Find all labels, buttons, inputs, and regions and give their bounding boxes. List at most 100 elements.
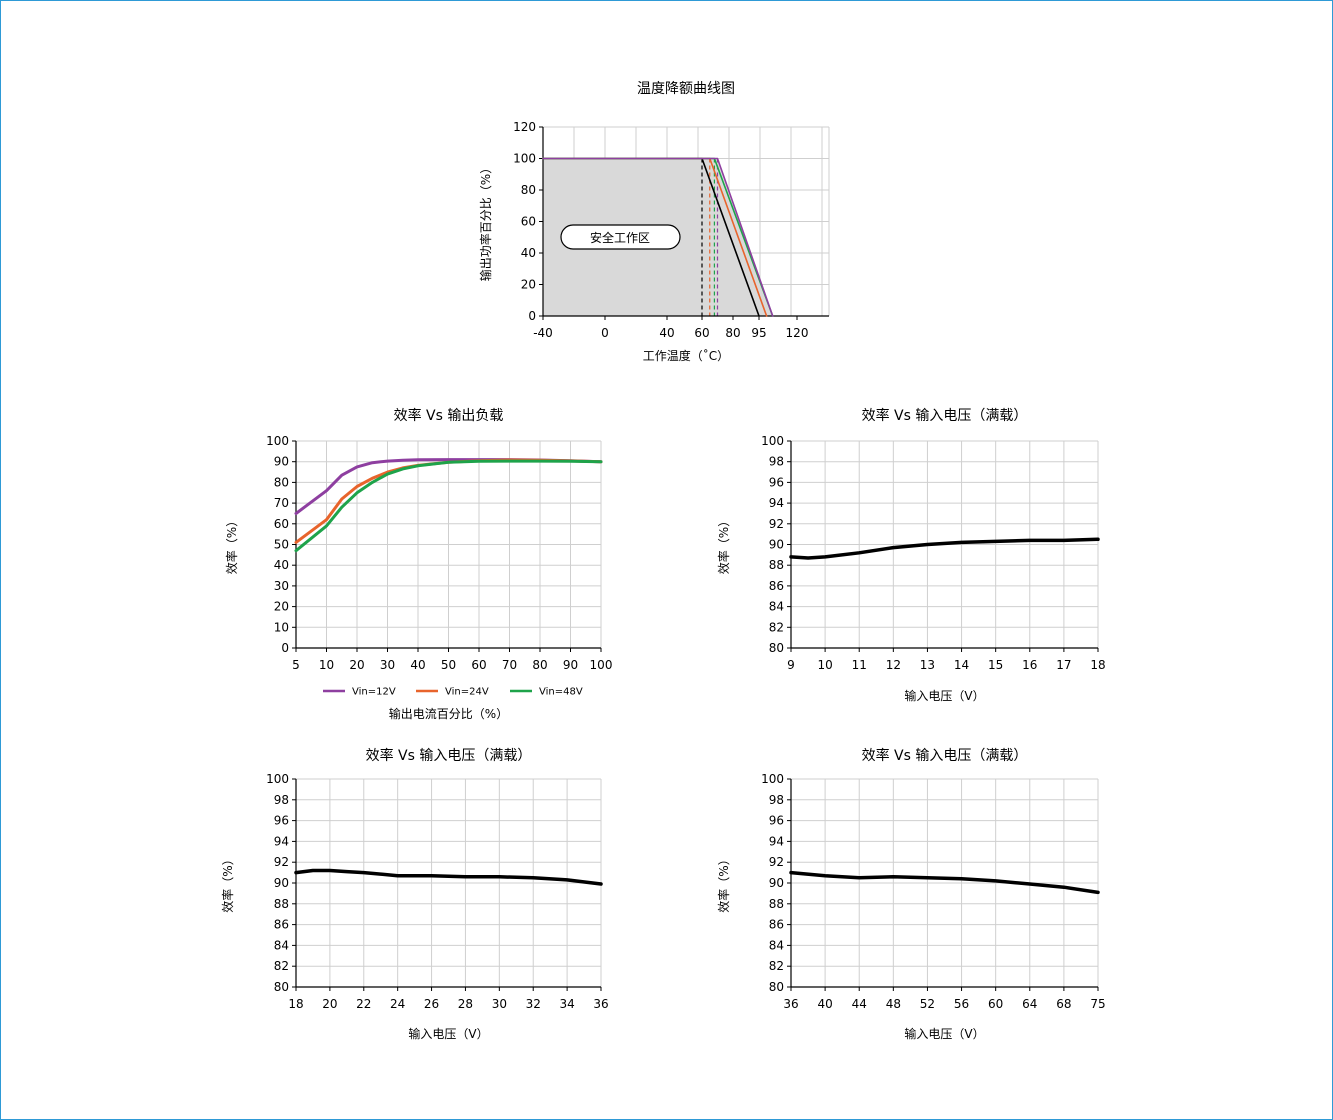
y-tick-label: 20: [521, 278, 536, 292]
chart-vin24: 80 82 84 86 88 90 92 94 96 98 100 18 20 22 24 26 28 30 32 3…: [220, 747, 609, 1041]
y-tick-label: 82: [274, 959, 289, 973]
y-axis-label: 效率（%）: [716, 515, 731, 574]
x-tick-label: 17: [1056, 658, 1071, 672]
y-tick-label: 84: [769, 938, 784, 952]
y-tick-label: 20: [274, 600, 289, 614]
y-tick-label: 60: [521, 215, 536, 229]
x-tick-label: 24: [390, 997, 405, 1011]
x-tick-label: 18: [288, 997, 303, 1011]
x-tick-label: 64: [1022, 997, 1037, 1011]
x-tick-label: 10: [319, 658, 334, 672]
y-tick-label: 92: [274, 855, 289, 869]
x-tick-label: 68: [1056, 997, 1071, 1011]
y-tick-label: 60: [274, 517, 289, 531]
series-line: [294, 868, 603, 886]
x-tick-label: 28: [458, 997, 473, 1011]
y-tick-label: 70: [274, 496, 289, 510]
y-tick-label: 10: [274, 620, 289, 634]
y-tick-label: 80: [274, 980, 289, 994]
x-tick-label: 120: [786, 326, 809, 340]
x-tick-label: 48: [886, 997, 901, 1011]
x-tick-label: 32: [526, 997, 541, 1011]
legend-label: Vin=48V: [539, 687, 583, 698]
x-tick-label: -40: [533, 326, 553, 340]
y-tick-label: 92: [769, 855, 784, 869]
y-tick-label: 100: [513, 152, 536, 166]
x-tick-label: 26: [424, 997, 439, 1011]
y-tick-label: 100: [266, 434, 289, 448]
x-tick-label: 9: [787, 658, 795, 672]
y-tick-label: 0: [281, 641, 289, 655]
x-tick-label: 90: [563, 658, 578, 672]
y-tick-label: 88: [769, 558, 784, 572]
x-tick-label: 30: [492, 997, 507, 1011]
series-line: [789, 870, 1100, 895]
y-tick-label: 80: [521, 183, 536, 197]
chart-load: 0 10 20 30 40 50 60 70 80 90 100 5 10 20 30 40 50 60 70 80 9…: [224, 407, 612, 721]
y-axis-label: 效率（%）: [716, 853, 731, 912]
chart-title: 效率 Vs 输出负载: [394, 407, 504, 424]
x-axis-label: 输出电流百分比（%）: [389, 706, 508, 721]
x-tick-label: 40: [817, 997, 832, 1011]
y-tick-label: 96: [274, 814, 289, 828]
x-tick-label: 0: [601, 326, 609, 340]
y-tick-label: 50: [274, 538, 289, 552]
x-tick-label: 13: [920, 658, 935, 672]
y-tick-label: 0: [528, 309, 536, 323]
y-tick-label: 100: [266, 772, 289, 786]
x-tick-label: 56: [954, 997, 969, 1011]
x-tick-label: 18: [1090, 658, 1105, 672]
x-tick-label: 50: [441, 658, 456, 672]
x-tick-label: 30: [380, 658, 395, 672]
x-axis-label: 输入电压（V）: [904, 688, 984, 703]
y-tick-label: 90: [274, 455, 289, 469]
x-tick-label: 70: [502, 658, 517, 672]
y-tick-label: 82: [769, 620, 784, 634]
chart-temp: 安全工作区 0 20 40 60 80 100 120 -40 0 40 60 80 95 120 温度降额曲…: [478, 81, 830, 363]
x-tick-label: 22: [356, 997, 371, 1011]
y-tick-label: 94: [769, 496, 784, 510]
x-axis-label: 输入电压（V）: [408, 1026, 488, 1041]
y-tick-label: 30: [274, 579, 289, 593]
y-tick-label: 86: [274, 918, 289, 932]
y-tick-label: 40: [521, 246, 536, 260]
legend-label: Vin=12V: [352, 687, 396, 698]
y-axis-label: 效率（%）: [220, 853, 235, 912]
y-tick-label: 86: [769, 918, 784, 932]
legend-label: Vin=24V: [445, 687, 489, 698]
x-tick-label: 100: [590, 658, 613, 672]
x-tick-label: 40: [659, 326, 674, 340]
y-tick-label: 96: [769, 475, 784, 489]
x-tick-label: 52: [920, 997, 935, 1011]
y-tick-label: 100: [761, 772, 784, 786]
y-tick-label: 98: [769, 793, 784, 807]
y-tick-label: 98: [769, 455, 784, 469]
chart-title: 效率 Vs 输入电压（满载）: [366, 747, 532, 764]
y-tick-label: 40: [274, 558, 289, 572]
safe-zone-label: 安全工作区: [590, 230, 650, 245]
y-tick-label: 94: [274, 834, 289, 848]
x-tick-label: 60: [694, 326, 709, 340]
y-tick-label: 98: [274, 793, 289, 807]
x-tick-label: 60: [988, 997, 1003, 1011]
x-axis-label: 工作温度（˚C）: [643, 348, 729, 363]
chart-title: 温度降额曲线图: [637, 81, 735, 97]
y-tick-label: 80: [769, 641, 784, 655]
y-tick-label: 90: [769, 538, 784, 552]
chart-title: 效率 Vs 输入电压（满载）: [862, 407, 1028, 424]
y-axis-label: 输出功率百分比（%）: [478, 162, 493, 281]
y-tick-label: 82: [769, 959, 784, 973]
x-tick-label: 11: [852, 658, 867, 672]
chart-vin48: 80 82 84 86 88 90 92 94 96 98 100 36 40 44 48 52 56 60 64 6…: [716, 747, 1106, 1041]
x-tick-label: 20: [322, 997, 337, 1011]
y-tick-label: 92: [769, 517, 784, 531]
y-tick-label: 120: [513, 120, 536, 134]
y-tick-label: 90: [274, 876, 289, 890]
x-axis-label: 输入电压（V）: [904, 1026, 984, 1041]
x-tick-label: 5: [292, 658, 300, 672]
x-tick-label: 75: [1090, 997, 1105, 1011]
x-tick-label: 14: [954, 658, 969, 672]
y-tick-label: 80: [274, 475, 289, 489]
x-tick-label: 36: [593, 997, 608, 1011]
